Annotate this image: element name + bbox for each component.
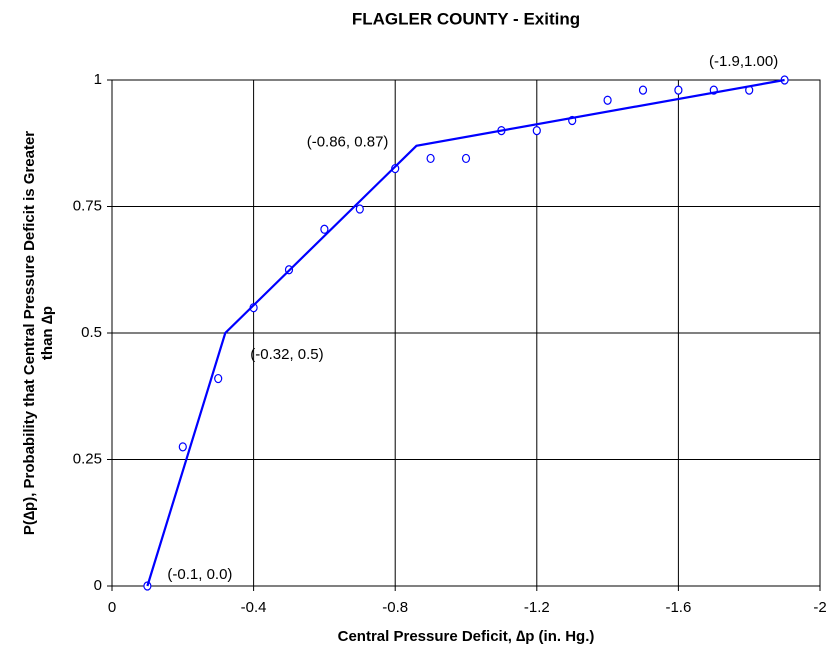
y-axis-label-line: than ∆p xyxy=(39,306,56,360)
x-tick-label: -0.4 xyxy=(241,599,267,616)
y-tick-label: 0.75 xyxy=(73,197,102,214)
x-tick-label: 0 xyxy=(108,599,116,616)
annotation: (-0.32, 0.5) xyxy=(250,346,323,363)
data-point xyxy=(603,95,612,105)
annotation: (-0.86, 0.87) xyxy=(307,134,389,151)
data-point xyxy=(178,442,187,452)
y-axis-label: P(∆p), Probability that Central Pressure… xyxy=(21,131,56,535)
x-tick-label: -0.8 xyxy=(382,599,408,616)
x-tick-label: -1.6 xyxy=(665,599,691,616)
x-axis-label: Central Pressure Deficit, ∆p (in. Hg.) xyxy=(338,628,595,645)
y-axis-label-line: P(∆p), Probability that Central Pressure… xyxy=(21,131,38,535)
annotation: (-0.1, 0.0) xyxy=(167,566,232,583)
plot-frame xyxy=(111,79,821,587)
data-point xyxy=(426,153,435,164)
y-tick-label: 0.25 xyxy=(73,450,102,467)
chart-title: FLAGLER COUNTY - Exiting xyxy=(352,9,580,28)
y-tick-label: 0 xyxy=(94,577,102,594)
data-point xyxy=(638,85,648,95)
annotation: (-1.9,1.00) xyxy=(709,53,778,70)
data-point xyxy=(461,153,471,164)
fit-line xyxy=(146,78,785,587)
y-tick-label: 1 xyxy=(94,71,102,88)
data-point xyxy=(214,373,223,384)
data-point xyxy=(320,224,329,234)
data-point xyxy=(674,85,683,95)
y-tick-label: 0.5 xyxy=(81,324,102,341)
data-point xyxy=(355,204,364,214)
data-point xyxy=(532,126,541,136)
x-tick-label: -2 xyxy=(813,599,826,616)
x-tick-label: -1.2 xyxy=(524,599,550,616)
